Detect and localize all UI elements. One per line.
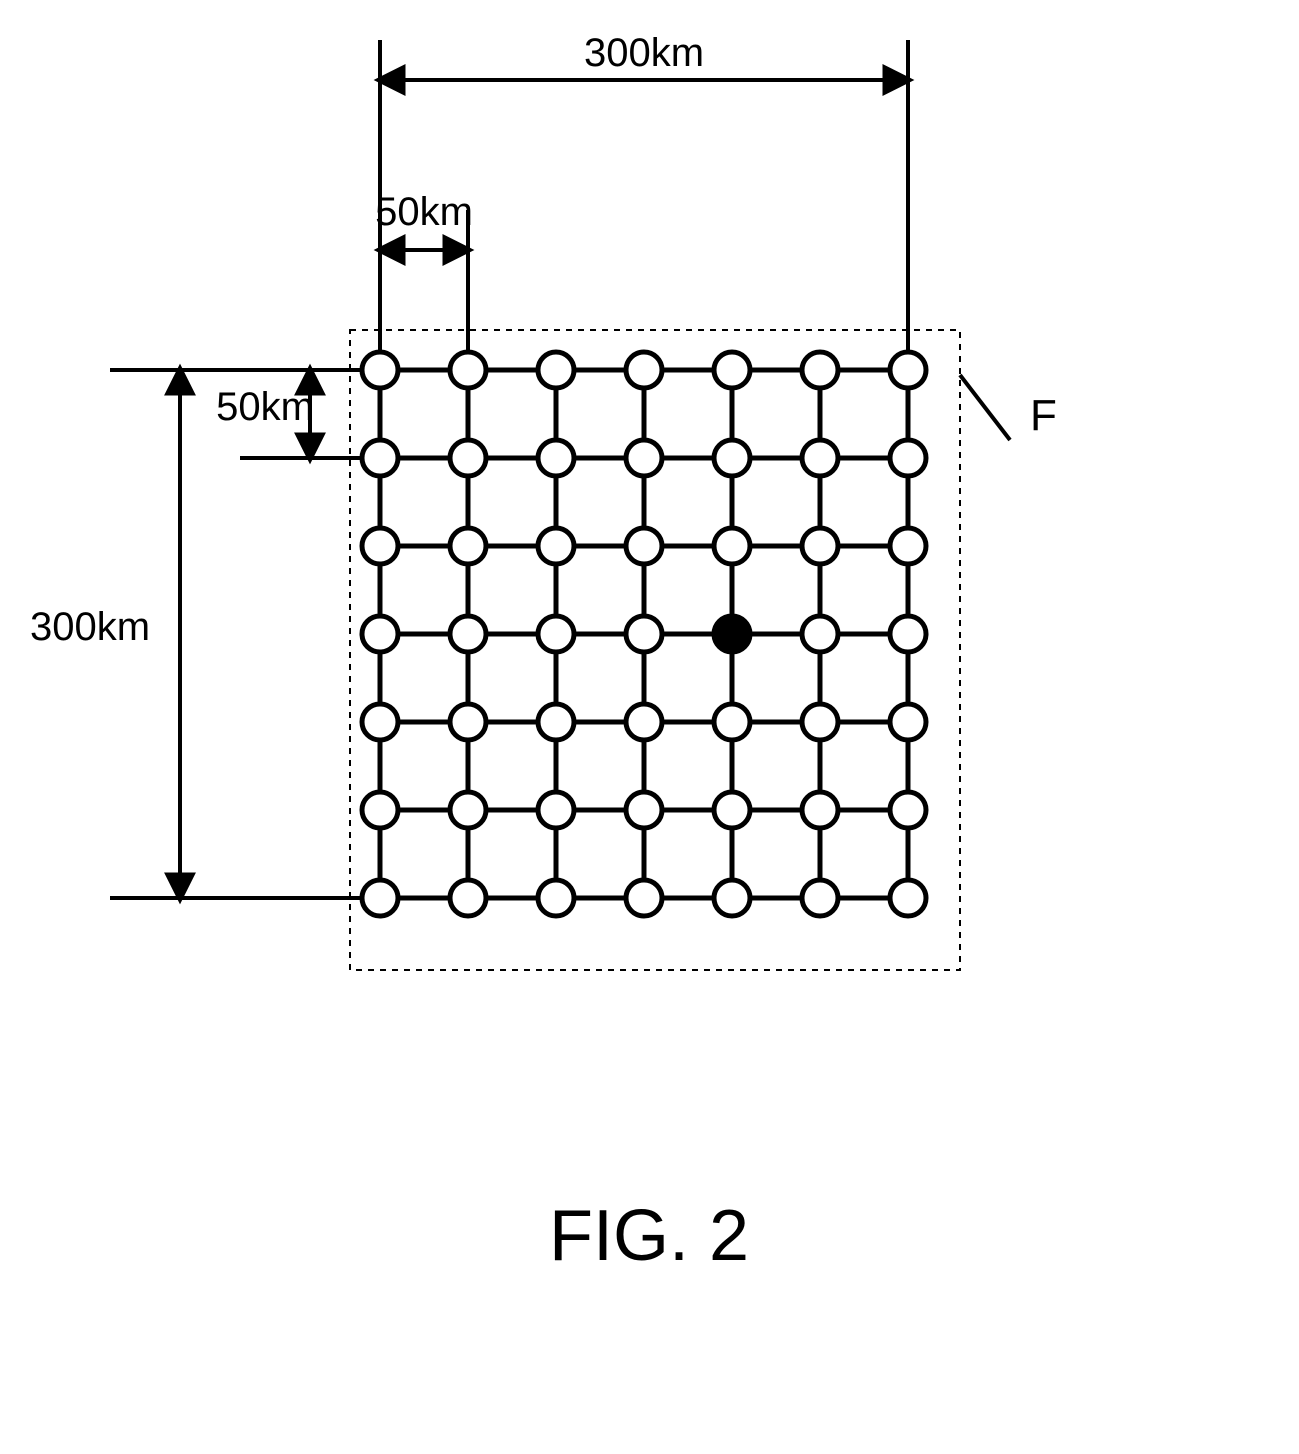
grid-node	[890, 440, 926, 476]
grid-node	[626, 616, 662, 652]
grid-node	[362, 440, 398, 476]
grid-node	[802, 440, 838, 476]
grid-node	[538, 528, 574, 564]
grid-node	[714, 792, 750, 828]
grid-node	[362, 792, 398, 828]
grid-node	[450, 792, 486, 828]
grid-node	[802, 704, 838, 740]
figure-diagram: F 300km 50km 300km 50km FIG. 2	[0, 0, 1299, 1454]
grid-node	[538, 704, 574, 740]
grid-node	[714, 528, 750, 564]
grid-node	[890, 352, 926, 388]
grid-node	[626, 440, 662, 476]
grid-node	[890, 528, 926, 564]
label-spacing-50km-v: 50km	[216, 385, 314, 429]
grid-node	[626, 352, 662, 388]
figure-caption: FIG. 2	[549, 1196, 749, 1276]
dimension-lines	[110, 40, 908, 898]
grid-node	[626, 880, 662, 916]
grid-node	[626, 792, 662, 828]
grid-node	[802, 880, 838, 916]
grid-node	[714, 352, 750, 388]
grid-node	[890, 704, 926, 740]
grid-node	[362, 616, 398, 652]
grid-node	[714, 440, 750, 476]
grid-node	[450, 616, 486, 652]
grid-node	[802, 792, 838, 828]
grid-node	[802, 616, 838, 652]
grid-node	[714, 880, 750, 916]
grid-node	[802, 528, 838, 564]
grid-node	[450, 880, 486, 916]
grid-node	[538, 792, 574, 828]
label-spacing-50km-h: 50km	[375, 190, 473, 234]
label-F: F	[1030, 391, 1057, 440]
label-height-300km: 300km	[30, 605, 150, 649]
grid-node	[890, 792, 926, 828]
grid-node	[714, 704, 750, 740]
grid-node	[802, 352, 838, 388]
grid-node	[362, 704, 398, 740]
grid-node	[450, 440, 486, 476]
grid-node	[362, 352, 398, 388]
grid-node	[538, 352, 574, 388]
leader-line-F	[960, 375, 1010, 440]
grid-node	[626, 528, 662, 564]
grid-node	[362, 528, 398, 564]
grid-node	[450, 528, 486, 564]
grid-node	[538, 880, 574, 916]
grid-node	[362, 880, 398, 916]
label-width-300km: 300km	[584, 31, 704, 75]
grid-node	[450, 704, 486, 740]
grid-node	[538, 440, 574, 476]
grid-node	[626, 704, 662, 740]
grid-node	[538, 616, 574, 652]
grid-node-target	[714, 616, 750, 652]
grid-node	[890, 880, 926, 916]
grid-node	[890, 616, 926, 652]
grid-node	[450, 352, 486, 388]
